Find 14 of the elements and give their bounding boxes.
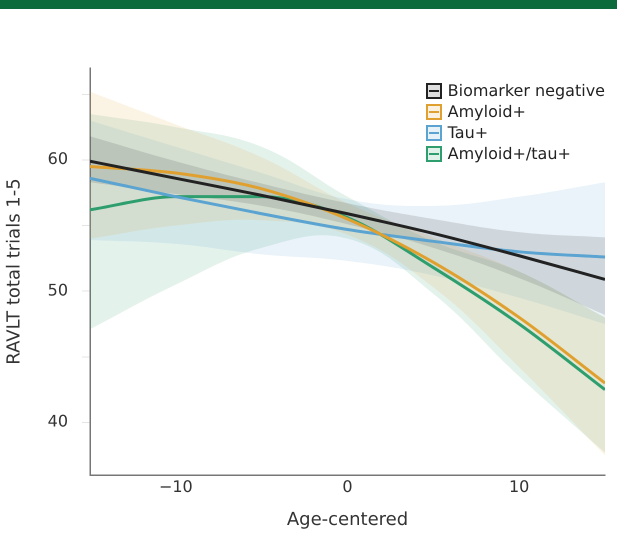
- x-tick-label: 0: [342, 476, 353, 496]
- y-tick-label: 60: [48, 149, 68, 168]
- line-series: [90, 176, 605, 259]
- y-axis-title: RAVLT total trials 1-5: [3, 178, 24, 365]
- line-series: [90, 164, 605, 385]
- legend-label: Biomarker negative: [448, 80, 605, 101]
- x-tick-label: −10: [158, 476, 193, 496]
- x-tick-label: 10: [508, 476, 530, 496]
- legend-label: Tau+: [448, 122, 488, 143]
- x-axis-title: Age-centered: [286, 508, 408, 530]
- y-tick-label: 50: [48, 280, 68, 300]
- legend-label: Amyloid+: [448, 101, 526, 122]
- legend-label: Amyloid+/tau+: [448, 143, 571, 164]
- y-tick-label: 40: [48, 412, 68, 431]
